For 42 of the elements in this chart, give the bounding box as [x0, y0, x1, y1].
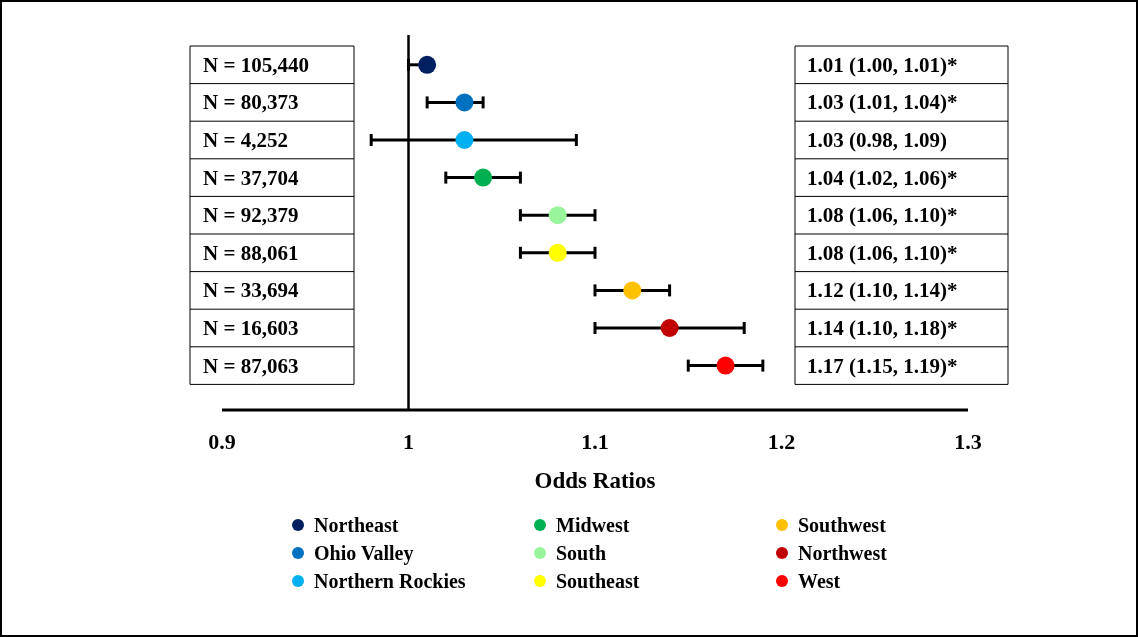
point: [623, 281, 642, 300]
x-tick-label: 1.3: [954, 429, 982, 454]
annotation: 1.14 (1.10, 1.18)*: [807, 316, 958, 340]
annotation: 1.08 (1.06, 1.10)*: [807, 203, 958, 228]
legend-label: Southwest: [798, 514, 887, 536]
y-tick-label: N = 33,694: [203, 278, 299, 303]
point: [455, 93, 474, 112]
legend-label: Northwest: [798, 542, 888, 564]
x-tick-label: 1.1: [581, 429, 609, 454]
x-tick-label: 1.2: [767, 429, 796, 454]
point: [455, 131, 474, 149]
annotation: 1.01 (1.00, 1.01)*: [807, 52, 958, 77]
annotation: 1.12 (1.10, 1.14)*: [807, 278, 958, 303]
y-tick-label: N = 4,252: [203, 128, 288, 152]
legend-label: Midwest: [556, 514, 630, 536]
point: [474, 168, 493, 187]
legend-label: Ohio Valley: [314, 542, 414, 565]
annotation: 1.17 (1.15, 1.19)*: [807, 353, 958, 378]
legend-label: South: [556, 542, 607, 564]
y-tick-label: N = 80,373: [203, 90, 299, 115]
y-tick-label: N = 88,061: [203, 240, 299, 265]
point: [548, 243, 567, 262]
legend-label: Southeast: [556, 570, 640, 592]
x-tick-label: 1: [403, 429, 414, 454]
annotation: 1.08 (1.06, 1.10)*: [807, 240, 958, 265]
y-tick-label: N = 37,704: [203, 165, 299, 190]
point: [548, 206, 567, 225]
legend-label: West: [798, 570, 841, 592]
annotation: 1.03 (1.01, 1.04)*: [807, 90, 958, 115]
legend-label: Northern Rockies: [314, 570, 466, 592]
y-tick-label: N = 16,603: [203, 316, 299, 340]
point: [716, 356, 735, 375]
annotation: 1.04 (1.02, 1.06)*: [807, 165, 958, 190]
y-tick-label: N = 87,063: [203, 353, 299, 378]
point: [418, 55, 437, 74]
y-tick-label: N = 92,379: [203, 203, 299, 228]
legend-label: Northeast: [314, 514, 399, 536]
annotation: 1.03 (0.98, 1.09): [807, 128, 947, 152]
x-tick-label: 0.9: [208, 429, 236, 454]
point: [660, 319, 679, 337]
y-tick-label: N = 105,440: [203, 52, 309, 77]
x-axis-title: Odds Ratios: [534, 468, 656, 493]
